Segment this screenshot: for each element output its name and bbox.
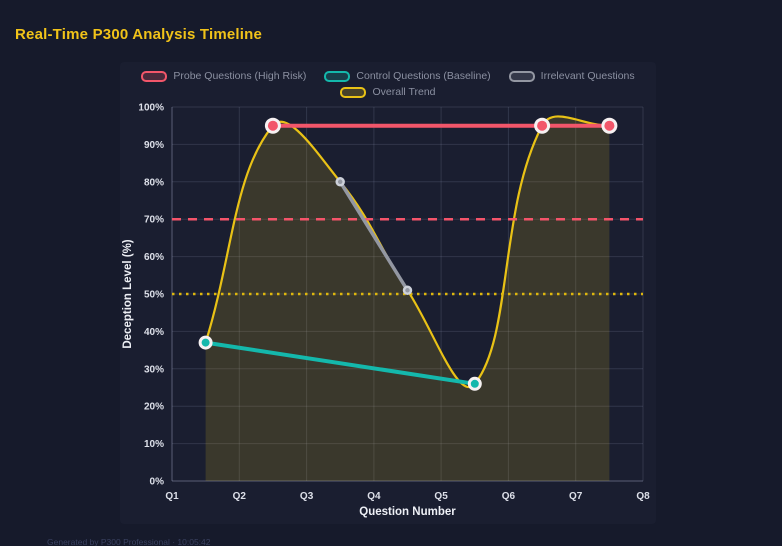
x-tick-label: Q2 bbox=[233, 491, 247, 502]
legend-row: Overall Trend bbox=[340, 86, 436, 98]
y-tick-label: 60% bbox=[144, 252, 164, 263]
chart-panel: Probe Questions (High Risk) Control Quest… bbox=[120, 62, 656, 524]
x-tick-label: Q6 bbox=[502, 491, 516, 502]
y-axis-title: Deception Level (%) bbox=[122, 239, 134, 348]
y-tick-label: 20% bbox=[144, 402, 164, 413]
legend-swatch-control bbox=[324, 70, 351, 82]
y-tick-label: 70% bbox=[144, 215, 164, 226]
chart-legend: Probe Questions (High Risk) Control Quest… bbox=[120, 70, 656, 98]
x-tick-label: Q1 bbox=[165, 491, 179, 502]
legend-swatch-irrelevant bbox=[508, 70, 535, 82]
data-point-irrelevant[interactable] bbox=[402, 285, 413, 296]
legend-swatch-probe bbox=[141, 70, 168, 82]
legend-item-control[interactable]: Control Questions (Baseline) bbox=[324, 70, 491, 82]
footer-note: Generated by P300 Professional · 10:05:4… bbox=[47, 537, 211, 546]
y-tick-label: 10% bbox=[144, 439, 164, 450]
y-tick-label: 100% bbox=[138, 103, 164, 114]
legend-item-probe[interactable]: Probe Questions (High Risk) bbox=[141, 70, 306, 82]
y-tick-label: 0% bbox=[150, 477, 165, 488]
data-point-probe[interactable] bbox=[601, 117, 618, 134]
x-tick-label: Q8 bbox=[636, 491, 650, 502]
x-tick-label: Q7 bbox=[569, 491, 583, 502]
legend-swatch-trend bbox=[340, 86, 367, 98]
y-tick-label: 50% bbox=[144, 290, 164, 301]
data-point-probe[interactable] bbox=[264, 117, 281, 134]
y-tick-label: 90% bbox=[144, 140, 164, 151]
page-title: Real-Time P300 Analysis Timeline bbox=[15, 26, 263, 43]
legend-row: Probe Questions (High Risk) Control Quest… bbox=[141, 70, 635, 82]
series-line-control bbox=[203, 340, 477, 386]
legend-item-irrelevant[interactable]: Irrelevant Questions bbox=[508, 70, 635, 82]
x-tick-label: Q5 bbox=[434, 491, 448, 502]
x-axis-title: Question Number bbox=[359, 506, 456, 518]
x-tick-label: Q4 bbox=[367, 491, 381, 502]
data-point-probe[interactable] bbox=[534, 117, 551, 134]
data-point-control[interactable] bbox=[467, 376, 482, 391]
legend-label-probe: Probe Questions (High Risk) bbox=[173, 70, 307, 82]
series-line-irrelevant bbox=[338, 180, 410, 293]
legend-item-trend[interactable]: Overall Trend bbox=[340, 86, 436, 98]
data-point-control[interactable] bbox=[198, 335, 213, 350]
data-point-irrelevant[interactable] bbox=[335, 177, 345, 187]
legend-label-control: Control Questions (Baseline) bbox=[356, 70, 491, 82]
y-tick-label: 80% bbox=[144, 177, 164, 188]
x-tick-label: Q3 bbox=[300, 491, 314, 502]
legend-label-irrelevant: Irrelevant Questions bbox=[540, 70, 635, 82]
y-tick-label: 30% bbox=[144, 364, 164, 375]
series-area-trend bbox=[205, 116, 610, 481]
legend-label-trend: Overall Trend bbox=[372, 86, 436, 98]
chart-svg: 0% 10% 20% 30% 40% 50% 60% 70% 80% 90% 100% Q1 Q2 Q3 Q… bbox=[122, 103, 650, 519]
y-tick-label: 40% bbox=[144, 327, 164, 338]
